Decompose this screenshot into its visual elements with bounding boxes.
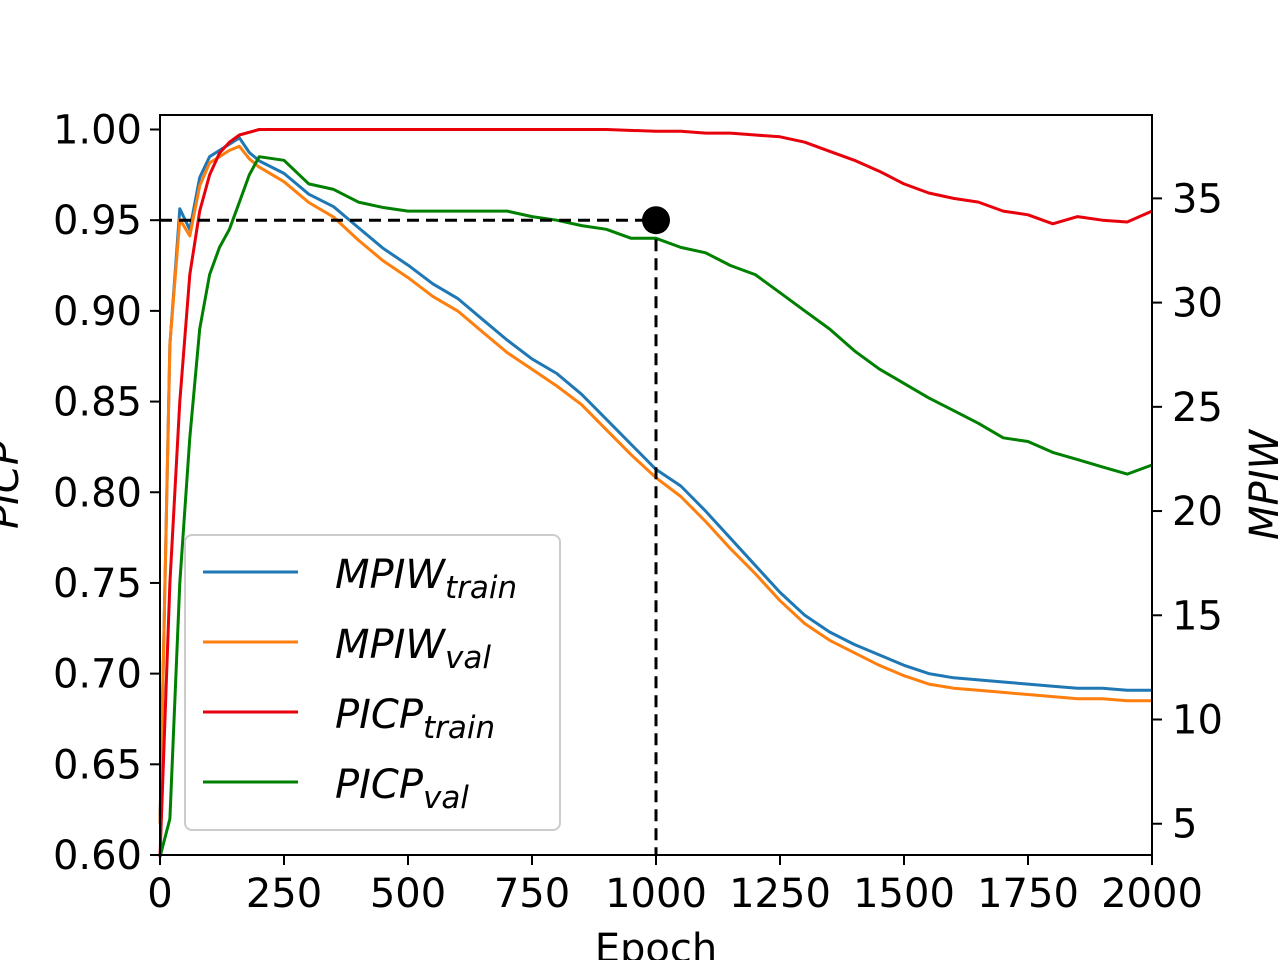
y-left-tick-label: 0.65 — [53, 742, 142, 788]
x-tick-label: 1250 — [729, 871, 831, 917]
y-right-tick-label: 10 — [1172, 698, 1223, 744]
x-axis: 0 250 500 750 1000 1250 1500 1750 2000 — [147, 855, 1203, 917]
legend-label-subscript: val — [423, 780, 469, 816]
y-axis-left-label: PICP — [0, 440, 28, 529]
y-right-tick-label: 15 — [1172, 593, 1223, 639]
x-tick-label: 0 — [147, 871, 172, 917]
y-axis-right: 5 10 15 20 25 30 35 — [1152, 176, 1223, 848]
x-tick-label: 2000 — [1101, 871, 1203, 917]
y-right-tick-label: 30 — [1172, 281, 1223, 327]
series-line-picp-train — [158, 128, 1153, 858]
x-tick-label: 750 — [494, 871, 570, 917]
y-left-tick-label: 0.95 — [53, 198, 142, 244]
y-left-tick-label: 0.70 — [53, 652, 142, 698]
y-left-tick-label: 1.00 — [53, 108, 142, 154]
y-left-tick-label: 0.85 — [53, 380, 142, 426]
series-line-mpiw-train — [158, 136, 1152, 824]
x-tick-label: 1750 — [977, 871, 1079, 917]
legend-label-subscript: train — [445, 570, 517, 606]
y-axis-left: 0.60 0.65 0.70 0.75 0.80 0.85 0.90 0.95 1.00 — [53, 108, 160, 879]
legend-box — [184, 534, 561, 831]
annotation-layer — [160, 206, 670, 855]
x-axis-label: Epoch — [595, 926, 717, 960]
series-line-mpiw-val — [158, 144, 1152, 824]
x-tick-label: 1000 — [605, 871, 707, 917]
x-tick-label: 500 — [370, 871, 446, 917]
y-right-tick-label: 25 — [1172, 385, 1223, 431]
y-right-tick-label: 5 — [1172, 802, 1197, 848]
x-tick-label: 250 — [246, 871, 322, 917]
legend-label-subscript: train — [423, 710, 495, 746]
annotation-marker — [642, 206, 670, 235]
y-right-tick-label: 20 — [1172, 489, 1223, 535]
legend-label-subscript: val — [445, 640, 491, 676]
y-left-tick-label: 0.75 — [53, 561, 142, 607]
y-right-tick-label: 35 — [1172, 176, 1223, 222]
y-left-tick-label: 0.80 — [53, 470, 142, 516]
series-layer — [158, 128, 1153, 858]
x-tick-label: 1500 — [853, 871, 955, 917]
series-line-picp-val — [158, 155, 1153, 858]
y-axis-right-label: MPIW — [1242, 429, 1280, 540]
y-left-tick-label: 0.60 — [53, 833, 142, 879]
y-left-tick-label: 0.90 — [53, 289, 142, 335]
